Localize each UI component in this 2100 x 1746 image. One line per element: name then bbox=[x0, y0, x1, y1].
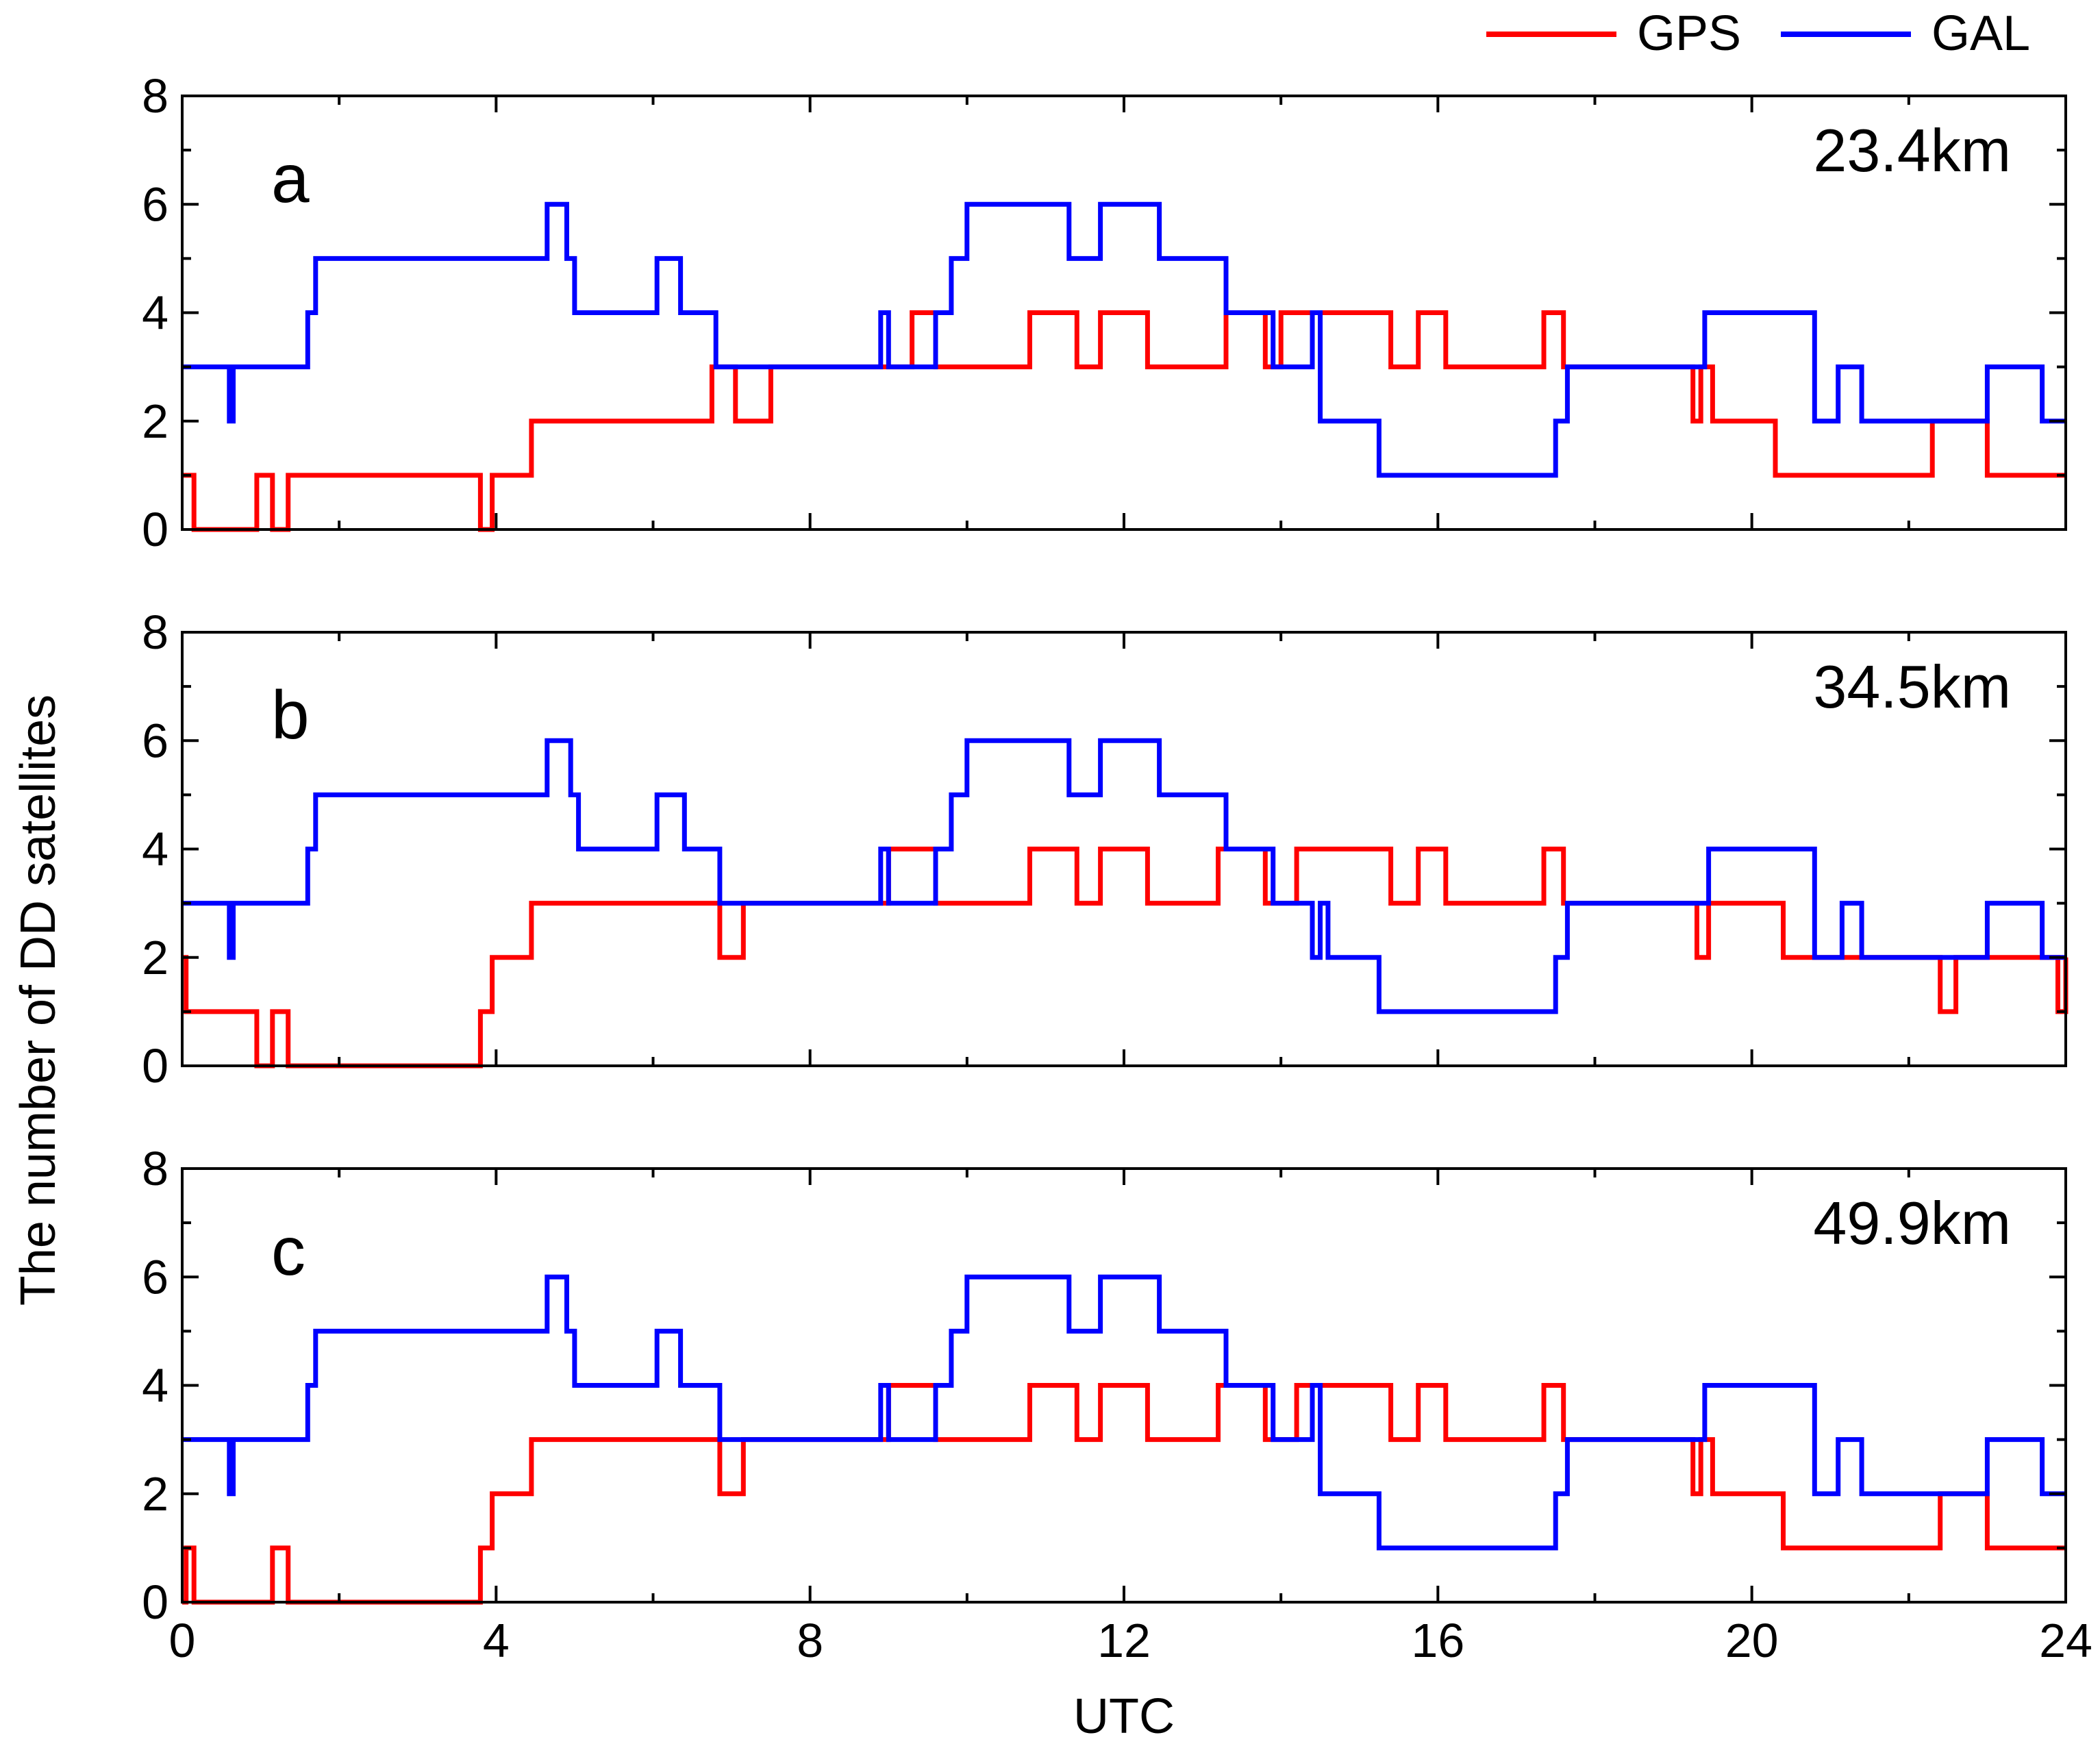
y-tick-label-c: 8 bbox=[142, 1142, 168, 1195]
series-gps-line-c bbox=[182, 1383, 2066, 1605]
y-tick-label-b: 2 bbox=[142, 931, 168, 984]
panel-annotation-a: 23.4km bbox=[1813, 116, 2011, 184]
legend-label-gal: GAL bbox=[1932, 6, 2030, 61]
panel-letter-b: b bbox=[271, 677, 310, 753]
y-tick-label-b: 4 bbox=[142, 823, 168, 876]
series-gps-line-a bbox=[182, 310, 2066, 532]
x-tick-label: 0 bbox=[169, 1614, 196, 1667]
series-gal-line-b bbox=[182, 738, 2066, 1014]
y-tick-label-c: 6 bbox=[142, 1250, 168, 1304]
x-tick-label: 12 bbox=[1097, 1614, 1151, 1667]
x-tick-label: 24 bbox=[2039, 1614, 2092, 1667]
y-tick-label-a: 2 bbox=[142, 395, 168, 448]
y-axis-label: The number of DD satellites bbox=[11, 695, 66, 1306]
y-tick-label-c: 2 bbox=[142, 1467, 168, 1521]
y-tick-label-c: 0 bbox=[142, 1575, 168, 1629]
legend: GPS GAL bbox=[1486, 6, 2030, 61]
y-tick-label-c: 4 bbox=[142, 1359, 168, 1412]
panel-annotation-b: 34.5km bbox=[1813, 653, 2011, 721]
panel-letter-c: c bbox=[271, 1213, 305, 1290]
x-tick-label: 8 bbox=[797, 1614, 823, 1667]
panel-a: 0 2 4 6 8 a 23.4km bbox=[142, 69, 2067, 556]
x-tick-label: 16 bbox=[1411, 1614, 1464, 1667]
series-gps-line-b bbox=[182, 847, 2068, 1069]
y-tick-label-b: 6 bbox=[142, 714, 168, 767]
panel-b: 0 2 4 6 8 b 34.5km bbox=[142, 606, 2068, 1093]
y-tick-label-b: 0 bbox=[142, 1039, 168, 1093]
panel-annotation-c: 49.9km bbox=[1813, 1189, 2011, 1257]
y-tick-label-a: 6 bbox=[142, 177, 168, 231]
panel-letter-a: a bbox=[271, 140, 310, 217]
legend-label-gps: GPS bbox=[1637, 6, 1741, 61]
x-axis-label: UTC bbox=[1073, 1689, 1175, 1744]
x-tick-label: 4 bbox=[483, 1614, 510, 1667]
y-tick-label-a: 0 bbox=[142, 503, 168, 556]
series-gal-line-c bbox=[182, 1274, 2066, 1551]
x-tick-label: 20 bbox=[1725, 1614, 1779, 1667]
y-tick-label-a: 4 bbox=[142, 286, 168, 340]
series-gal-line-a bbox=[182, 201, 2066, 478]
y-tick-label-a: 8 bbox=[142, 69, 168, 123]
y-tick-label-b: 8 bbox=[142, 606, 168, 659]
